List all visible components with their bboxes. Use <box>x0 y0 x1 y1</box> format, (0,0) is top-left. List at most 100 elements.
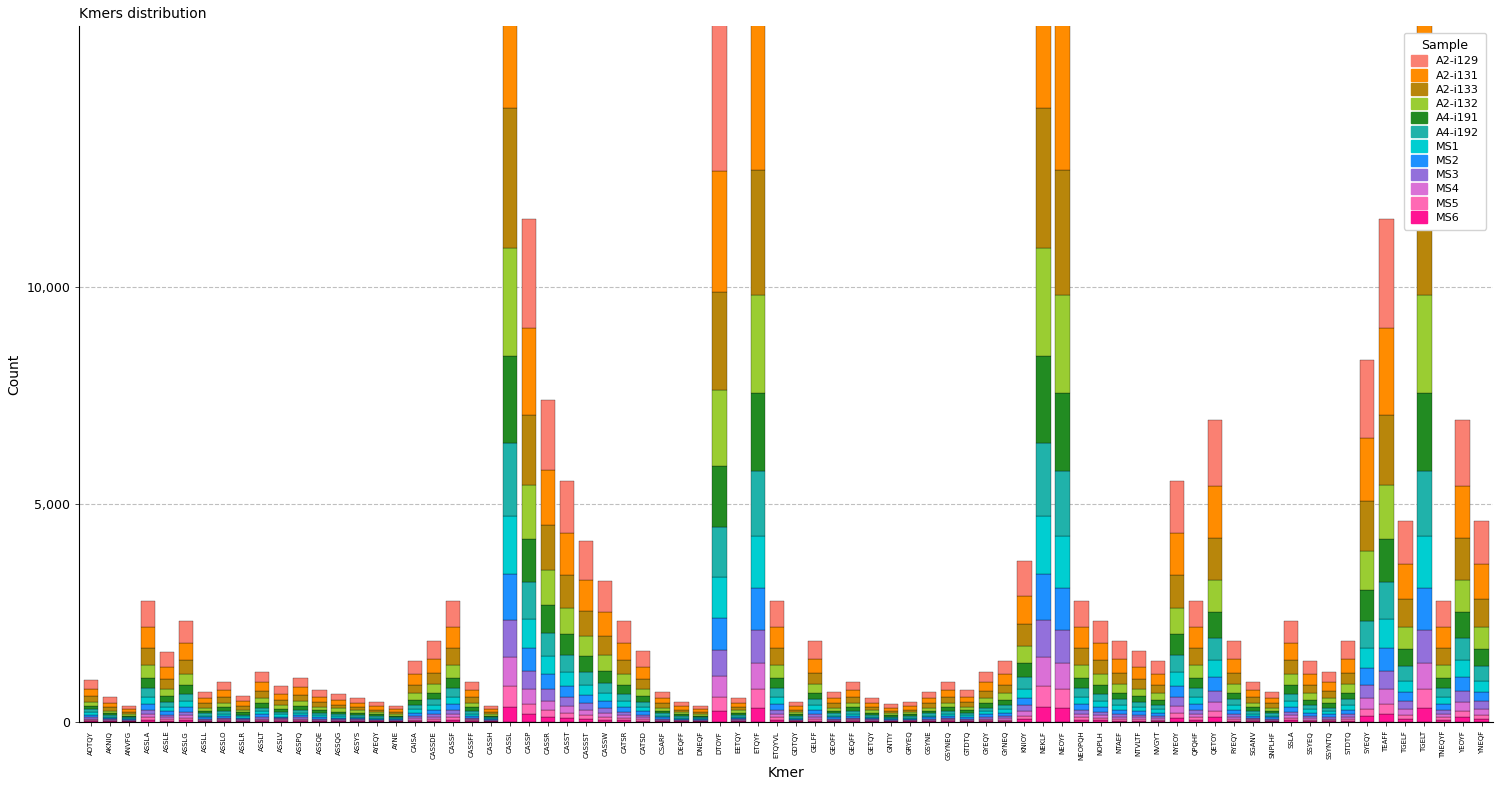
Bar <box>465 718 478 719</box>
Bar <box>1113 693 1126 700</box>
Bar <box>1398 666 1413 681</box>
Bar <box>1304 705 1317 709</box>
Bar <box>998 719 1012 721</box>
Bar <box>827 715 842 717</box>
Bar <box>560 718 574 722</box>
Bar <box>141 665 154 678</box>
Bar <box>542 689 555 701</box>
Bar <box>998 713 1012 715</box>
Bar <box>960 710 975 713</box>
Bar <box>1304 715 1317 718</box>
Bar <box>598 719 612 722</box>
Bar <box>846 716 859 718</box>
Bar <box>1017 698 1032 705</box>
Bar <box>484 709 498 712</box>
Bar <box>1113 700 1126 705</box>
Bar <box>178 707 194 711</box>
Bar <box>1170 686 1184 697</box>
Bar <box>693 717 708 719</box>
Bar <box>922 711 936 713</box>
Bar <box>560 706 574 713</box>
Bar <box>1017 561 1032 596</box>
Bar <box>1170 697 1184 706</box>
Bar <box>770 601 784 627</box>
Bar <box>940 719 956 720</box>
Bar <box>807 710 822 714</box>
Bar <box>1056 630 1070 663</box>
Bar <box>1227 684 1240 693</box>
Bar <box>1094 707 1107 711</box>
Bar <box>542 633 555 656</box>
Bar <box>1322 704 1336 708</box>
Bar <box>198 692 213 698</box>
Bar <box>940 711 956 714</box>
Bar <box>1474 564 1490 599</box>
Bar <box>141 710 154 714</box>
Bar <box>1094 718 1107 720</box>
Bar <box>1341 641 1356 659</box>
Bar <box>503 707 518 722</box>
Bar <box>1150 705 1166 709</box>
Bar <box>1131 652 1146 667</box>
Bar <box>998 685 1012 693</box>
Bar <box>1056 536 1070 589</box>
Bar <box>160 711 174 715</box>
Bar <box>217 714 231 716</box>
Bar <box>178 685 194 694</box>
Bar <box>198 717 213 719</box>
Bar <box>84 680 98 689</box>
Bar <box>1437 627 1450 648</box>
Bar <box>1074 601 1089 627</box>
Bar <box>1094 643 1107 660</box>
Bar <box>522 485 536 539</box>
Bar <box>1322 719 1336 720</box>
Bar <box>616 660 632 674</box>
Bar <box>827 720 842 721</box>
Bar <box>1208 711 1222 717</box>
Bar <box>1246 716 1260 718</box>
Bar <box>1188 665 1203 678</box>
Bar <box>1284 720 1298 722</box>
Bar <box>712 650 726 676</box>
Bar <box>636 679 651 689</box>
Bar <box>102 717 117 719</box>
Bar <box>1360 685 1374 698</box>
Bar <box>178 643 194 660</box>
Bar <box>1131 721 1146 722</box>
Bar <box>294 701 307 706</box>
Bar <box>846 703 859 707</box>
Bar <box>1094 621 1107 643</box>
Bar <box>1227 700 1240 705</box>
Bar <box>960 717 975 719</box>
Bar <box>84 709 98 712</box>
Bar <box>579 704 594 710</box>
Bar <box>255 704 270 708</box>
Bar <box>1418 170 1431 295</box>
Bar <box>560 655 574 672</box>
Bar <box>770 718 784 720</box>
Bar <box>732 713 746 715</box>
Bar <box>1246 718 1260 719</box>
Bar <box>255 708 270 711</box>
Bar <box>598 683 612 693</box>
Bar <box>807 693 822 700</box>
Bar <box>579 541 594 580</box>
Bar <box>141 648 154 665</box>
Bar <box>980 671 993 682</box>
Bar <box>446 601 460 627</box>
Bar <box>1246 703 1260 707</box>
Bar <box>560 634 574 655</box>
Bar <box>770 648 784 665</box>
Bar <box>693 709 708 712</box>
Bar <box>255 671 270 682</box>
Bar <box>388 717 404 719</box>
Bar <box>770 627 784 648</box>
Bar <box>960 715 975 717</box>
Bar <box>1304 685 1317 693</box>
Bar <box>503 109 518 248</box>
Bar <box>503 443 518 515</box>
Bar <box>1264 715 1280 717</box>
Bar <box>770 697 784 704</box>
Bar <box>1474 719 1490 722</box>
Bar <box>1074 665 1089 678</box>
